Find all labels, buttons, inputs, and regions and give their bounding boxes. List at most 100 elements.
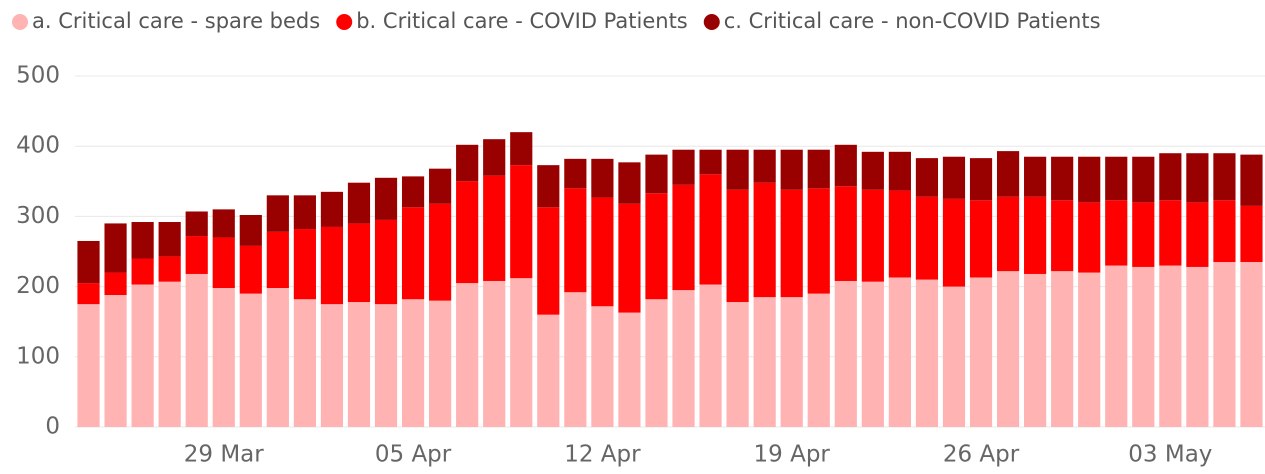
bar-segment <box>699 284 722 427</box>
bar-segment <box>1105 156 1128 201</box>
bar-segment <box>1213 200 1236 263</box>
bar-segment <box>401 299 425 427</box>
bar-segment <box>1159 265 1182 427</box>
bar-segment <box>1105 200 1128 266</box>
bar-segment <box>618 312 641 427</box>
bar-segment <box>942 156 966 199</box>
bar-segment <box>401 176 425 208</box>
bar-segment <box>510 132 533 166</box>
bar-segment <box>212 288 235 427</box>
bar-segment <box>158 222 181 257</box>
bar-segment <box>374 177 398 220</box>
bar-segment <box>1240 262 1263 427</box>
bar-segment <box>483 175 506 281</box>
bar-segment <box>1132 202 1155 267</box>
bar-segment <box>753 149 776 183</box>
bar-segment <box>807 293 830 427</box>
bar-segment <box>834 186 857 281</box>
bar-segment <box>942 198 966 287</box>
legend-label: c. Critical care - non-COVID Patients <box>724 9 1101 33</box>
x-tick-label: 05 Apr <box>375 442 452 468</box>
bar-segment <box>320 226 344 305</box>
bar-segment <box>483 280 506 427</box>
bar-segment <box>401 207 425 300</box>
bar-segment <box>861 151 884 190</box>
bar-segment <box>429 168 452 204</box>
bar-segment <box>510 278 533 427</box>
bar-segment <box>645 299 668 427</box>
bar-segment <box>915 158 939 197</box>
legend-label: a. Critical care - spare beds <box>32 9 320 33</box>
bar-segment <box>212 209 235 238</box>
bar-segment <box>1213 262 1236 427</box>
bar-segment <box>888 277 911 427</box>
bar-segment <box>185 211 208 237</box>
x-tick-label: 29 Mar <box>184 442 265 468</box>
bar-segment <box>1213 153 1236 201</box>
bar-segment <box>185 236 208 274</box>
bar-segment <box>753 182 776 298</box>
bar-segment <box>158 256 181 282</box>
bar-segment <box>969 158 993 201</box>
bar-segment <box>1132 266 1155 427</box>
bar-segment <box>996 196 1020 272</box>
bar-segment <box>1186 202 1209 267</box>
bar-segment <box>753 297 776 427</box>
x-tick-label: 26 Apr <box>943 442 1020 468</box>
bar-segment <box>347 302 371 427</box>
bar-segment <box>104 272 127 296</box>
bar-segment <box>77 240 100 284</box>
bar-segment <box>969 200 993 278</box>
bar-segment <box>618 203 641 313</box>
x-tick-label: 03 May <box>1128 442 1212 468</box>
bar-segment <box>699 174 722 285</box>
bar-segment <box>726 302 749 427</box>
legend-marker <box>12 14 28 30</box>
bar-segment <box>1132 156 1155 203</box>
bar-segment <box>1078 156 1101 203</box>
bar-segment <box>374 304 398 427</box>
bar-segment <box>618 162 641 204</box>
bar-segment <box>158 281 181 427</box>
y-tick-label: 200 <box>16 273 60 299</box>
bar-segment <box>1051 200 1074 272</box>
bar-segment <box>1159 153 1182 201</box>
bar-segment <box>888 190 911 278</box>
bar-segment <box>591 158 614 198</box>
bar-segment <box>672 149 695 185</box>
bar-segment <box>861 281 884 427</box>
x-tick-label: 19 Apr <box>754 442 831 468</box>
bar-segment <box>239 214 262 246</box>
bar-segment <box>293 195 316 230</box>
bar-segment <box>1078 272 1101 427</box>
bar-segment <box>645 154 668 194</box>
bar-segment <box>672 184 695 291</box>
legend-marker <box>703 14 720 30</box>
bar-segment <box>537 165 560 208</box>
bar-segment <box>915 196 939 280</box>
bar-segment <box>861 189 884 282</box>
bar-segment <box>780 149 803 190</box>
bar-segment <box>807 188 830 294</box>
bar-segment <box>996 151 1020 197</box>
bar-segment <box>456 283 479 427</box>
bar-segment <box>131 258 154 285</box>
bar-segment <box>726 189 749 303</box>
bar-segment <box>131 284 154 427</box>
y-tick-label: 300 <box>16 203 60 229</box>
bar-segment <box>834 280 857 427</box>
bar-segment <box>1078 202 1101 273</box>
bar-segment <box>429 203 452 301</box>
bar-segment <box>1024 156 1047 197</box>
bar-segment <box>77 283 100 305</box>
bar-segment <box>1186 153 1209 203</box>
bar-segment <box>726 149 749 190</box>
bar-segment <box>834 144 857 187</box>
bar-segment <box>969 277 993 427</box>
bar-segment <box>1159 200 1182 266</box>
bar-segment <box>347 182 371 224</box>
bar-segment <box>537 314 560 427</box>
bar-segment <box>1240 205 1263 263</box>
y-tick-label: 0 <box>45 414 60 440</box>
